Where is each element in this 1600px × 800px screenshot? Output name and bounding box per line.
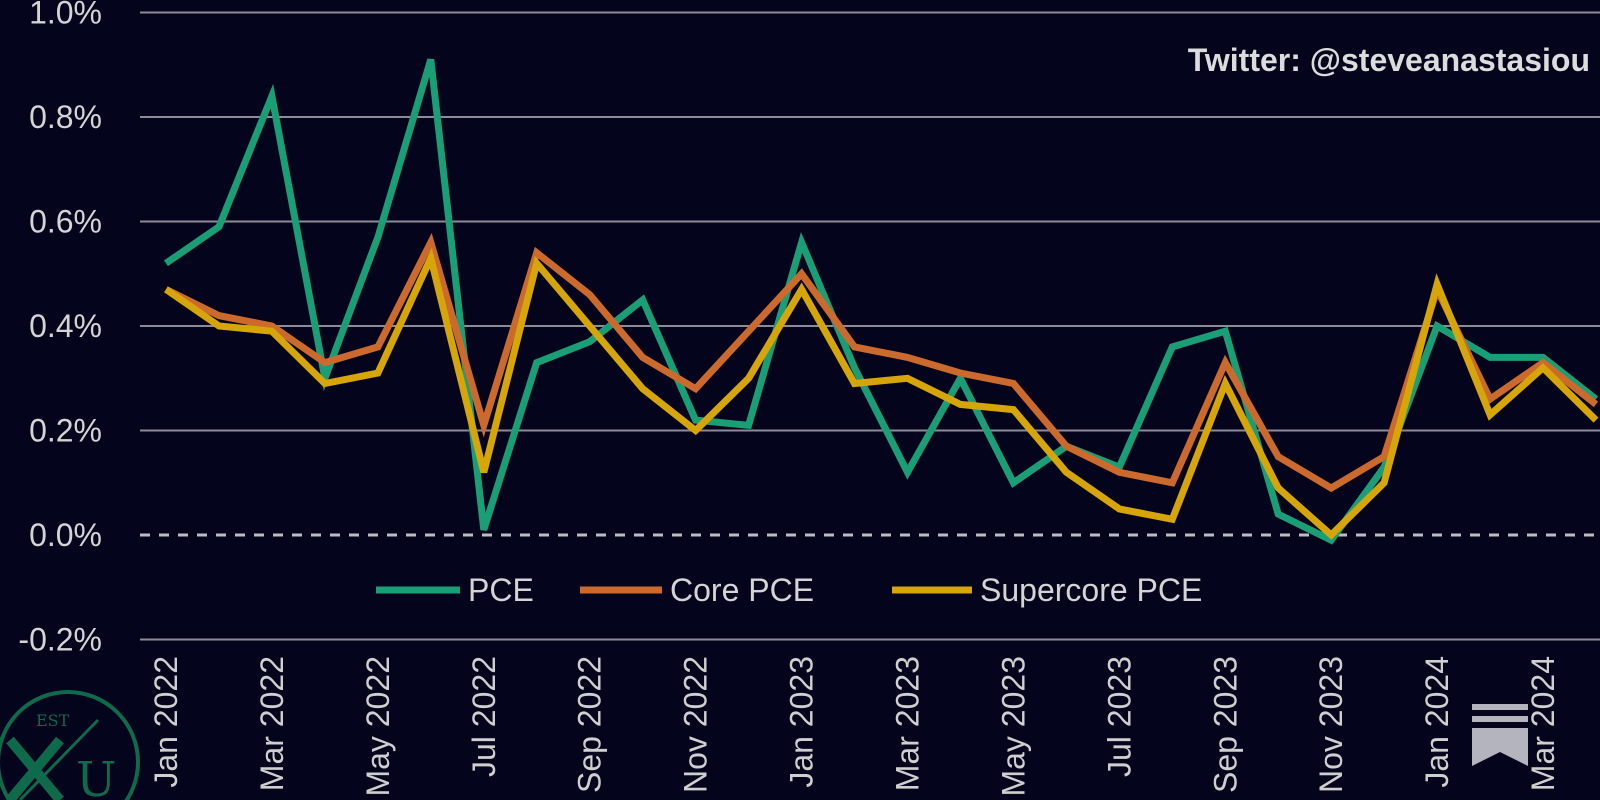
x-tick-label: Jan 2024 xyxy=(1419,656,1455,788)
series-line-supercore-pce xyxy=(164,247,1599,540)
x-tick-label: Sep 2022 xyxy=(572,656,608,793)
legend-item: Supercore PCE xyxy=(892,572,1202,608)
x-tick-label: Mar 2023 xyxy=(889,656,925,791)
y-tick-label: 0.8% xyxy=(29,99,102,135)
x-tick-label: Jan 2023 xyxy=(784,656,820,788)
x-tick-label: Mar 2024 xyxy=(1525,656,1561,791)
x-tick-label: Jul 2022 xyxy=(466,656,502,777)
x-tick-label: Nov 2022 xyxy=(678,656,714,793)
svg-text:EST: EST xyxy=(36,711,70,730)
y-tick-label: 0.4% xyxy=(29,308,102,344)
legend-label: Core PCE xyxy=(670,572,814,608)
bookmark-icon xyxy=(1472,704,1528,766)
series-line-pce xyxy=(164,58,1599,545)
legend-label: PCE xyxy=(468,572,534,608)
y-tick-label: 0.2% xyxy=(29,413,102,449)
y-tick-label: 0.6% xyxy=(29,204,102,240)
x-tick-label: Jan 2022 xyxy=(148,656,184,788)
svg-text:U: U xyxy=(76,752,116,800)
y-axis-tick-labels: -0.2% 0.0% 0.2% 0.4% 0.6% 0.8% 1.0% xyxy=(18,0,102,658)
series-line-core-pce xyxy=(164,232,1599,493)
x-tick-label: Sep 2023 xyxy=(1207,656,1243,793)
y-tick-label: 1.0% xyxy=(29,0,102,31)
x-axis-tick-labels: Jan 2022 Mar 2022 May 2022 Jul 2022 Sep 2022… xyxy=(148,656,1561,797)
legend-item: PCE xyxy=(376,572,534,608)
brand-seal-logo: EST U xyxy=(0,690,140,800)
x-tick-label: Mar 2022 xyxy=(254,656,290,791)
x-tick-label: Nov 2023 xyxy=(1313,656,1349,793)
x-tick-label: Jul 2023 xyxy=(1101,656,1137,777)
legend-item: Core PCE xyxy=(580,572,814,608)
x-tick-label: May 2023 xyxy=(995,656,1031,797)
y-tick-label: 0.0% xyxy=(29,517,102,553)
legend-label: Supercore PCE xyxy=(980,572,1202,608)
legend: PCE Core PCE Supercore PCE xyxy=(376,572,1202,608)
y-tick-label: -0.2% xyxy=(18,622,102,658)
x-tick-label: May 2022 xyxy=(360,656,396,797)
credit-text: Twitter: @steveanastasiou xyxy=(1188,42,1590,78)
grid-lines xyxy=(140,11,1600,641)
series-lines xyxy=(164,58,1599,545)
